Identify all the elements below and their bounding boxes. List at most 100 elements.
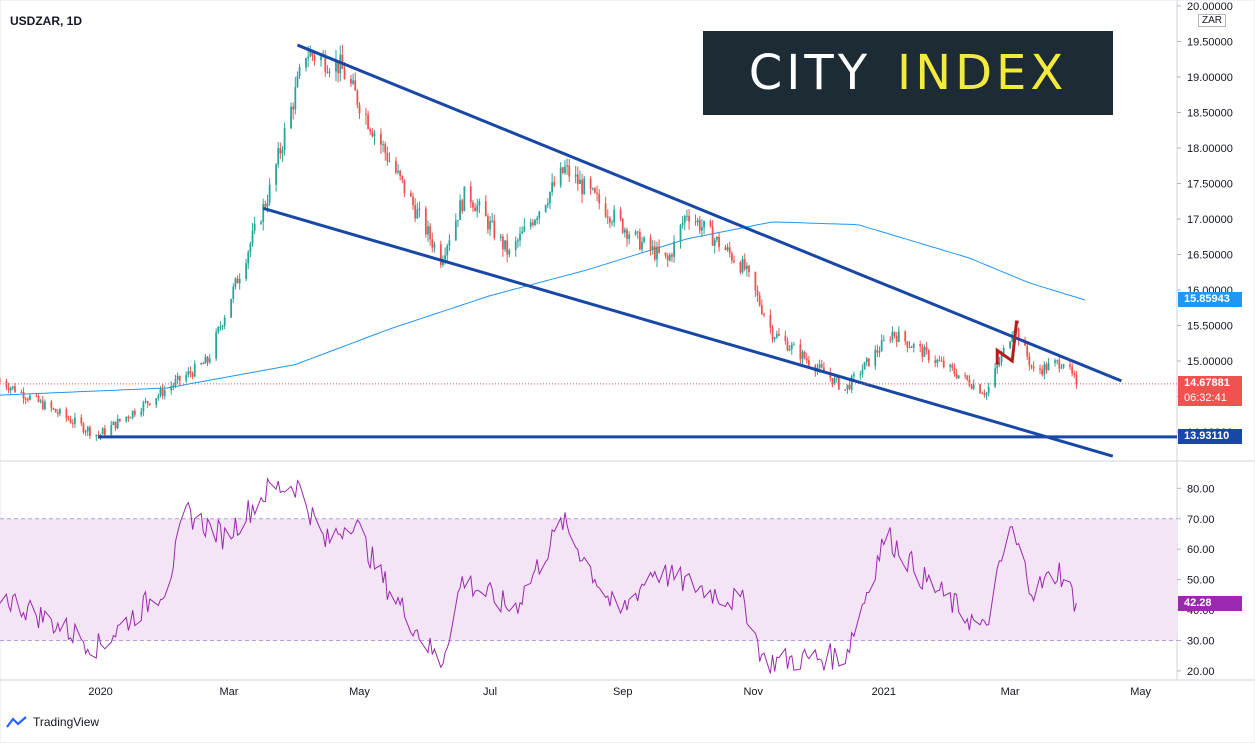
candle-body — [172, 385, 175, 387]
rsi-tick-label: 30.00 — [1187, 635, 1215, 647]
candle — [155, 398, 158, 408]
candle — [998, 356, 1001, 368]
candle-body — [371, 131, 374, 137]
candle — [996, 363, 999, 374]
candle — [957, 375, 960, 379]
candle-body — [305, 58, 307, 68]
moving-average-line — [0, 221, 1086, 396]
candle-body — [850, 376, 853, 390]
candle — [29, 394, 31, 401]
candle-body — [80, 417, 83, 424]
candle — [658, 239, 661, 254]
candle — [253, 216, 256, 235]
candle-body — [14, 386, 16, 393]
candle-body — [320, 56, 322, 61]
candle-body — [561, 167, 564, 173]
candle — [356, 89, 359, 109]
currency-badge[interactable]: ZAR — [1198, 14, 1226, 27]
candle — [185, 371, 188, 383]
candle-body — [1073, 373, 1076, 376]
candle — [673, 235, 675, 263]
candle — [395, 156, 397, 175]
candle — [626, 227, 628, 247]
candle-body — [1043, 364, 1046, 375]
candle-body — [337, 60, 340, 74]
candle — [35, 393, 38, 398]
candle — [249, 241, 252, 258]
candle — [472, 200, 474, 212]
candle-body — [773, 337, 776, 340]
candle — [508, 248, 511, 258]
candle — [519, 226, 521, 247]
candle — [763, 312, 765, 318]
candle — [39, 398, 42, 404]
candle — [1039, 364, 1041, 375]
candle-body — [236, 278, 239, 284]
candle-body — [741, 259, 744, 273]
candle-body — [350, 78, 352, 84]
candle — [698, 215, 701, 235]
candle-body — [373, 133, 376, 137]
candle-body — [564, 166, 566, 173]
candle-body — [127, 416, 130, 418]
candle-body — [472, 202, 474, 208]
candle-body — [409, 193, 412, 197]
candle — [110, 420, 113, 437]
candle-body — [701, 227, 703, 231]
candle — [611, 219, 613, 227]
candle-body — [778, 333, 780, 336]
candle — [589, 175, 592, 195]
candle — [191, 371, 194, 380]
candle — [897, 326, 900, 343]
candle-body — [953, 367, 956, 374]
candle — [506, 233, 509, 263]
candle-body — [232, 286, 235, 299]
candle — [987, 382, 990, 397]
candle — [837, 376, 840, 391]
candle — [788, 344, 791, 352]
candle-body — [1017, 328, 1020, 341]
candle-body — [326, 71, 329, 73]
candle-body — [118, 418, 121, 422]
candle-body — [891, 331, 894, 340]
candle-body — [324, 55, 327, 72]
candle-body — [919, 344, 922, 347]
candle-body — [529, 222, 532, 227]
candle — [1017, 327, 1020, 346]
candle — [326, 65, 329, 74]
candle-body — [110, 425, 113, 435]
candle — [296, 71, 299, 88]
candle — [893, 331, 896, 339]
candle — [234, 277, 237, 290]
candle — [679, 223, 682, 249]
candle-body — [380, 133, 382, 145]
candle — [67, 415, 70, 421]
candle-body — [688, 215, 690, 222]
candle-body — [820, 364, 823, 368]
candle — [202, 361, 205, 365]
candle-body — [54, 408, 57, 413]
candle — [574, 165, 577, 184]
candle — [418, 201, 421, 218]
candle — [1045, 361, 1048, 374]
candle — [221, 324, 224, 331]
candle-body — [606, 216, 609, 219]
candle — [760, 299, 763, 316]
candle — [454, 213, 457, 242]
candle-body — [1030, 365, 1033, 367]
candle-body — [412, 196, 414, 206]
candle-body — [671, 254, 673, 257]
candle — [157, 393, 160, 401]
candle-body — [634, 231, 637, 235]
tradingview-footer[interactable]: TradingView — [6, 715, 99, 729]
candle-body — [566, 165, 568, 167]
candle-body — [223, 317, 226, 326]
candle-body — [897, 331, 900, 342]
candle-body — [114, 421, 117, 429]
candle — [1073, 370, 1076, 379]
candle-body — [743, 259, 746, 270]
candle-body — [1047, 363, 1050, 371]
candle — [801, 349, 804, 364]
candle-body — [591, 188, 594, 190]
candle — [499, 233, 502, 242]
